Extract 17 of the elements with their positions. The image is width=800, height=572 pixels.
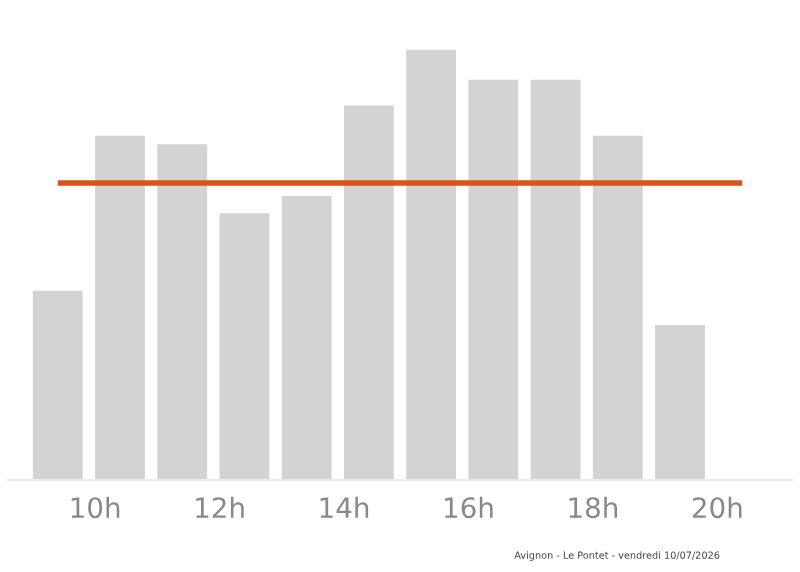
bar <box>344 105 394 480</box>
bar <box>95 135 145 480</box>
x-tick-label: 18h <box>569 496 618 519</box>
x-tick-label: 10h <box>71 496 120 519</box>
bar <box>530 79 581 480</box>
bar <box>157 144 208 480</box>
x-tick-label: 12h <box>196 496 244 518</box>
x-tick-label: 14h <box>320 496 369 518</box>
bar <box>32 290 83 480</box>
x-tick-label: 20h <box>692 496 742 519</box>
bar <box>281 195 332 480</box>
bar <box>468 79 519 480</box>
bar <box>592 135 643 480</box>
bar <box>219 213 270 480</box>
bar <box>655 325 705 480</box>
bar <box>406 49 456 480</box>
x-tick-label: 16h <box>445 496 493 519</box>
